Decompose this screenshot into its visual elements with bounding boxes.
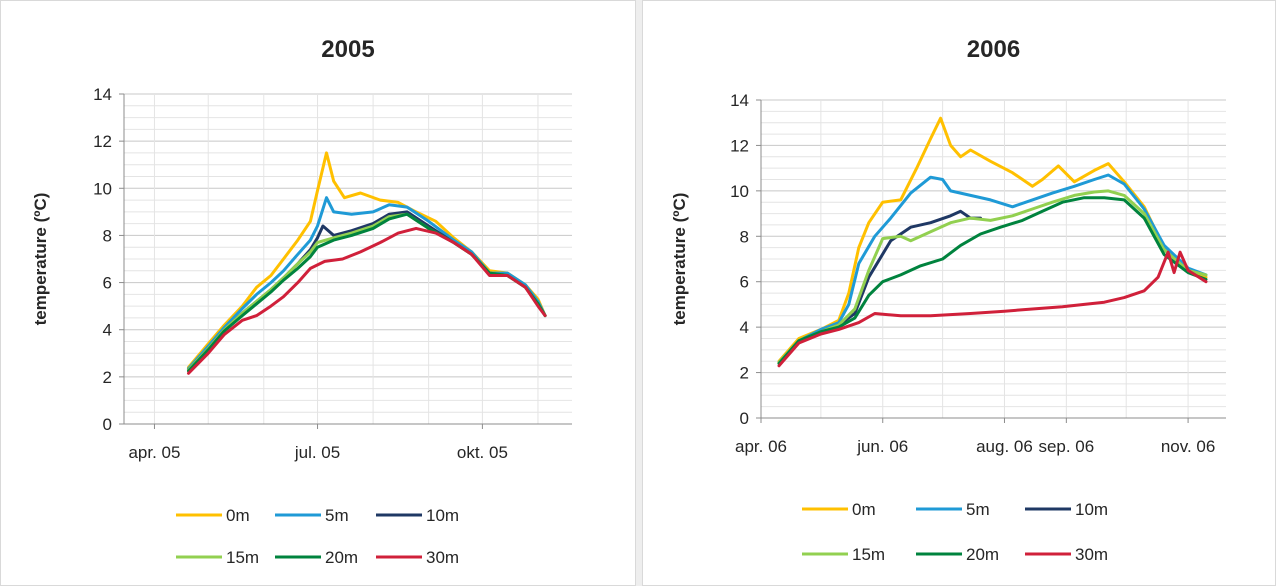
y-tick-label: 8 xyxy=(740,227,749,246)
y-tick-label: 10 xyxy=(730,182,749,201)
legend-label: 0m xyxy=(226,506,250,525)
series-line-20m xyxy=(777,196,1208,365)
y-tick-label: 14 xyxy=(730,91,749,110)
legend-label: 20m xyxy=(325,548,358,567)
chart-panel-2005: 2005 temperature (ºC) 0 2 4 6 8 10 12 14 apr. 05 ju… xyxy=(0,0,636,586)
line-chart-2005: 2005 temperature (ºC) 0 2 4 6 8 10 12 14 apr. 05 ju… xyxy=(31,36,572,567)
y-tick-label: 2 xyxy=(740,364,749,383)
y-tick-label: 6 xyxy=(740,273,749,292)
legend-label: 0m xyxy=(852,500,876,519)
series-line-30m xyxy=(187,226,547,375)
series-line-5m xyxy=(777,173,1208,364)
legend-label: 5m xyxy=(966,500,990,519)
series-line-10m xyxy=(777,209,982,365)
x-tick-label: apr. 05 xyxy=(128,443,180,462)
y-tick-label: 8 xyxy=(103,226,112,245)
grid xyxy=(760,99,1226,419)
panel-divider xyxy=(636,0,642,586)
grid xyxy=(124,93,572,425)
legend-label: 20m xyxy=(966,545,999,564)
series-line-30m xyxy=(777,250,1208,368)
y-tick-label: 12 xyxy=(730,136,749,155)
legend-label: 30m xyxy=(1075,545,1108,564)
series-lines xyxy=(187,151,547,375)
y-tick-label: 12 xyxy=(93,132,112,151)
y-tick-label: 4 xyxy=(740,318,749,337)
y-tick-label: 10 xyxy=(93,179,112,198)
y-tick-label: 0 xyxy=(103,415,112,434)
x-tick-label: apr. 06 xyxy=(735,437,787,456)
x-tick-label: aug. 06 xyxy=(976,437,1033,456)
x-tick-label: sep. 06 xyxy=(1038,437,1094,456)
x-tick-label: nov. 06 xyxy=(1161,437,1216,456)
y-tick-label: 6 xyxy=(103,274,112,293)
legend-label: 30m xyxy=(426,548,459,567)
chart-title: 2006 xyxy=(967,36,1020,63)
legend: 0m 5m 10m 15m 20m 30m xyxy=(176,506,459,567)
legend-label: 5m xyxy=(325,506,349,525)
series-line-15m xyxy=(777,189,1208,364)
legend: 0m 5m 10m 15m 20m 30m xyxy=(802,500,1108,564)
chart-panel-2006: 2006 temperature (ºC) 0 2 4 6 8 10 12 14 apr. 06 ju… xyxy=(642,0,1276,586)
series-line-0m xyxy=(187,151,547,369)
chart-title: 2005 xyxy=(321,36,374,63)
legend-label: 10m xyxy=(426,506,459,525)
series-lines xyxy=(777,116,1208,368)
x-tick-label: okt. 05 xyxy=(457,443,508,462)
x-tick-label: jul. 05 xyxy=(294,443,340,462)
legend-label: 15m xyxy=(226,548,259,567)
series-line-15m xyxy=(187,212,547,372)
legend-label: 10m xyxy=(1075,500,1108,519)
series-line-20m xyxy=(187,212,547,373)
y-tick-label: 0 xyxy=(740,409,749,428)
y-axis-label: temperature (ºC) xyxy=(31,193,50,326)
y-tick-label: 4 xyxy=(103,321,112,340)
y-tick-label: 2 xyxy=(103,368,112,387)
line-chart-2006: 2006 temperature (ºC) 0 2 4 6 8 10 12 14 apr. 06 ju… xyxy=(670,36,1226,564)
x-tick-label: jun. 06 xyxy=(856,437,908,456)
series-line-0m xyxy=(777,116,1208,363)
y-axis-label: temperature (ºC) xyxy=(670,193,689,326)
y-tick-label: 14 xyxy=(93,85,112,104)
legend-label: 15m xyxy=(852,545,885,564)
